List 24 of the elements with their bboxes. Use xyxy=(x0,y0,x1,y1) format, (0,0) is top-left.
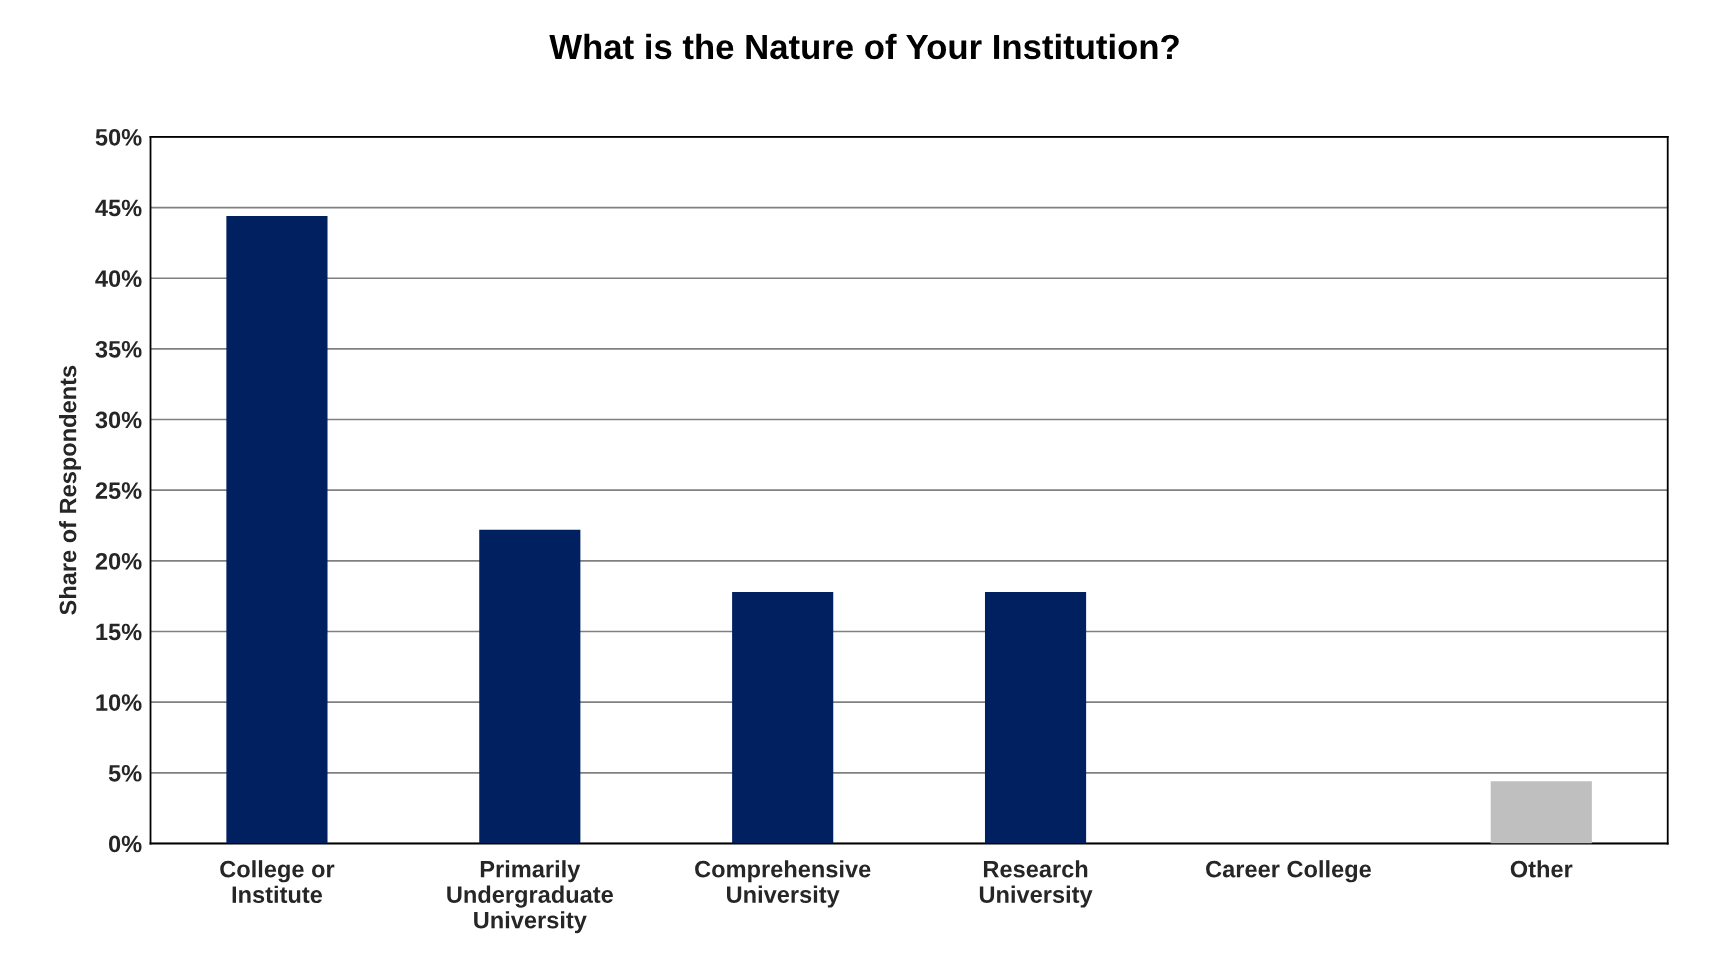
x-tick-label: College or Institute xyxy=(220,860,335,904)
y-tick-label: 5% xyxy=(108,764,142,782)
y-tick-label: 45% xyxy=(95,199,142,217)
x-tick-label: Career College xyxy=(1206,860,1371,883)
bar xyxy=(479,529,581,844)
x-tick-label: Other xyxy=(1510,860,1573,878)
y-tick-label: 35% xyxy=(95,340,142,358)
y-tick-label: 25% xyxy=(95,482,142,499)
x-tick-label: Comprehensive University xyxy=(695,860,871,908)
bar xyxy=(732,591,834,844)
bar xyxy=(984,591,1087,844)
y-tick-label: 40% xyxy=(95,270,142,287)
bar xyxy=(226,216,328,844)
y-axis-title: Share of Respondents xyxy=(59,365,82,615)
y-tick-label: 10% xyxy=(96,694,142,711)
y-tick-label: 15% xyxy=(96,623,142,641)
x-tick-label: Primarily Undergraduate University xyxy=(447,860,613,934)
x-tick-label: Research University xyxy=(979,860,1093,908)
bar xyxy=(1490,781,1592,844)
y-tick-label: 50% xyxy=(95,128,142,146)
y-tick-label: 30% xyxy=(95,411,142,429)
y-tick-label: 20% xyxy=(95,552,142,570)
chart-title: What is the Nature of Your Institution? xyxy=(549,33,1179,60)
y-tick-label: 0% xyxy=(108,835,142,853)
